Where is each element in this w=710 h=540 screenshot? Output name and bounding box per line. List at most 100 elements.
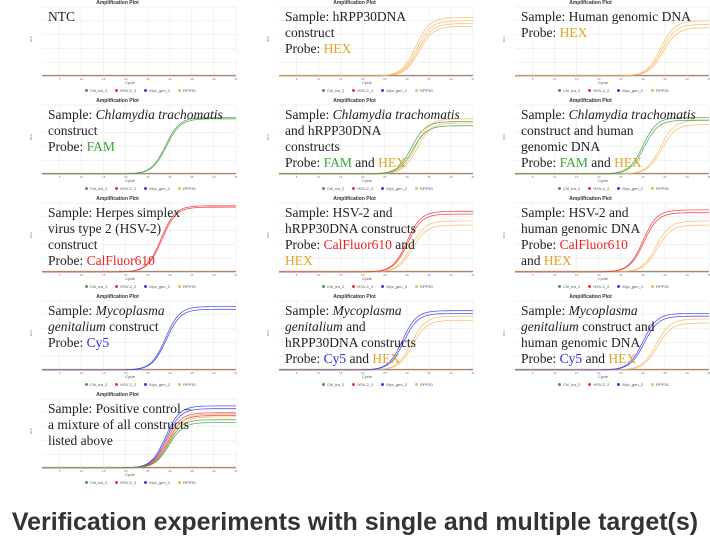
legend: Chl_tra_2 HSV-2_2 Myc_gen_2 RPP30	[322, 284, 433, 289]
legend-item: Myc_gen_2	[381, 382, 407, 387]
x-tick-label: 25	[619, 273, 623, 277]
plot-title: Amplification Plot	[569, 294, 612, 300]
sample-description: Sample: HSV-2 and human genomic DNA Probe:…	[521, 205, 640, 269]
legend: Chl_tra_2 HSV-2_2 Myc_gen_2 RPP30	[558, 186, 669, 191]
legend-marker	[588, 89, 592, 92]
plot-title: Amplification Plot	[569, 98, 612, 104]
amplification-plot: 5 10 15 20 25 30 35 40 45 RFU Amplification Plot Cy…	[237, 98, 474, 194]
legend-marker	[144, 481, 148, 484]
legend-item: RPP30	[415, 382, 433, 387]
x-tick-label: 30	[641, 371, 645, 375]
x-tick-label: 45	[234, 469, 237, 473]
legend-item: Chl_tra_2	[558, 88, 580, 93]
amplification-plot: 5 10 15 20 25 30 35 40 45 RFU Amplification Plot Cy…	[0, 98, 237, 194]
x-tick-label: 25	[619, 77, 623, 81]
description-text: Sample: Positive control –	[48, 401, 191, 416]
description-line: Sample: Mycoplasma	[521, 303, 654, 319]
legend-marker	[558, 89, 561, 92]
y-axis-label: RFU	[29, 428, 33, 434]
amplification-plot: 5 10 15 20 25 30 35 40 45 RFU Amplification Plot Cy…	[473, 0, 710, 96]
x-tick-label: 30	[405, 273, 409, 277]
x-tick-label: 45	[471, 371, 474, 375]
plot-area: 5 10 15 20 25 30 35 40 45 RFU	[502, 6, 710, 81]
probe-name: HEX	[608, 351, 637, 366]
x-axis-label: Cycle	[598, 80, 609, 85]
description-line: hRPP30DNA constructs	[285, 335, 416, 351]
legend-text: Chl_tra_2	[563, 284, 581, 289]
probe-name: HEX	[372, 351, 401, 366]
legend-text: Myc_gen_2	[149, 186, 171, 191]
legend-marker	[415, 383, 419, 386]
x-tick-label: 45	[234, 273, 237, 277]
amplification-plot: 5 10 15 20 25 30 35 40 45 RFU Amplification Plot Cy…	[473, 98, 710, 194]
description-text: and	[587, 155, 615, 170]
description-text: Sample: Herpes simplex	[48, 205, 180, 220]
x-tick-label: 35	[427, 273, 431, 277]
legend-text: RPP30	[656, 382, 669, 387]
amplification-plot: 5 10 15 20 25 30 35 40 45 RFU Amplification Plot Cy…	[473, 294, 710, 390]
x-tick-label: 10	[553, 273, 557, 277]
plot-area: 5 10 15 20 25 30 35 40 45 RFU	[266, 202, 474, 277]
legend-marker	[617, 285, 621, 288]
description-line: virus type 2 (HSV-2)	[48, 221, 180, 237]
x-tick-label: 45	[471, 175, 474, 179]
y-axis-label: RFU	[29, 232, 33, 238]
legend-text: RPP30	[656, 186, 669, 191]
legend-item: Myc_gen_2	[617, 382, 643, 387]
amplification-plot: 5 10 15 20 25 30 35 40 45 RFU Amplification Plot Cy…	[0, 392, 237, 488]
sample-description: Sample: Human genomic DNA Probe: HEX	[521, 9, 691, 41]
legend-item: RPP30	[415, 186, 433, 191]
legend-marker	[115, 383, 119, 386]
legend-text: Chl_tra_2	[327, 186, 345, 191]
legend-item: RPP30	[178, 480, 196, 485]
legend-item: HSV-2_2	[115, 382, 136, 387]
description-text: and	[521, 253, 544, 268]
legend-item: Chl_tra_2	[85, 186, 107, 191]
description-text: Chlamydia trachomatis	[568, 107, 696, 122]
plot-title: Amplification Plot	[333, 0, 376, 6]
sample-description: Sample: Positive control – a mixture of a…	[48, 401, 191, 449]
amplification-plot: 5 10 15 20 25 30 35 40 45 RFU Amplification Plot Cy…	[0, 0, 237, 96]
legend-item: Myc_gen_2	[144, 382, 170, 387]
amplification-plot: 5 10 15 20 25 30 35 40 45 RFU Amplification Plot Cy…	[237, 196, 474, 292]
y-axis-label: RFU	[29, 330, 33, 336]
description-line: Sample: Herpes simplex	[48, 205, 180, 221]
legend-marker	[381, 285, 385, 288]
x-tick-label: 5	[296, 175, 298, 179]
x-tick-label: 35	[663, 371, 667, 375]
legend-text: Myc_gen_2	[386, 382, 408, 387]
probe-name: Cy5	[86, 335, 110, 350]
x-tick-label: 40	[449, 77, 453, 81]
description-text: Probe:	[48, 335, 87, 350]
probe-name: HEX	[378, 155, 406, 170]
x-tick-label: 15	[575, 371, 579, 375]
legend-text: HSV-2_2	[593, 186, 610, 191]
legend-marker	[352, 187, 356, 190]
legend-marker	[85, 383, 88, 386]
description-line: Sample: Chlamydia trachomatis	[285, 107, 460, 123]
y-axis-label: RFU	[266, 232, 270, 238]
legend-text: Myc_gen_2	[386, 88, 408, 93]
legend-marker	[144, 89, 148, 92]
x-tick-label: 15	[339, 273, 343, 277]
legend-text: RPP30	[420, 284, 433, 289]
plot-title: Amplification Plot	[96, 0, 139, 6]
description-text: Mycoplasma	[568, 303, 638, 318]
legend-item: HSV-2_2	[115, 480, 136, 485]
x-tick-label: 35	[427, 77, 431, 81]
sample-description: Sample: Mycoplasma genitalium construct Pr…	[48, 303, 165, 351]
legend-marker	[651, 89, 655, 92]
x-tick-label: 25	[619, 175, 623, 179]
legend-item: Myc_gen_2	[381, 88, 407, 93]
x-tick-label: 10	[553, 77, 557, 81]
legend-text: Chl_tra_2	[563, 382, 581, 387]
legend: Chl_tra_2 HSV-2_2 Myc_gen_2 RPP30	[85, 284, 196, 289]
legend-marker	[651, 285, 655, 288]
legend-marker	[144, 187, 148, 190]
description-text: Probe:	[48, 139, 87, 154]
legend-item: HSV-2_2	[588, 186, 609, 191]
description-text: and hRPP30DNA	[285, 123, 382, 138]
y-axis-label: RFU	[29, 36, 33, 42]
x-tick-label: 35	[427, 371, 431, 375]
x-tick-label: 10	[553, 371, 557, 375]
